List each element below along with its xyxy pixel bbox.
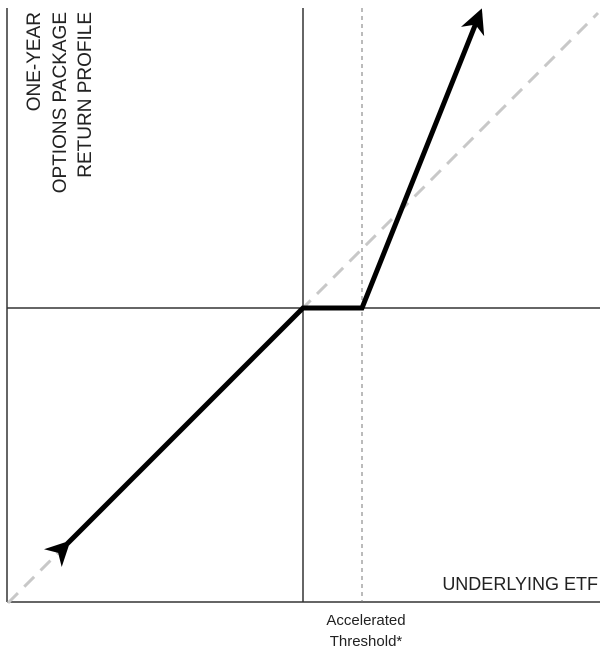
y-axis-label-line-3: RETURN PROFILE <box>75 12 96 178</box>
x-axis-label: UNDERLYING ETF <box>442 574 598 594</box>
y-axis-label-line-2: OPTIONS PACKAGE <box>50 12 71 193</box>
series-layer <box>6 8 600 605</box>
return-profile-line <box>44 8 485 567</box>
threshold-label-line-1: Accelerated <box>326 612 405 629</box>
threshold-label-line-2: Threshold* <box>330 633 403 650</box>
y-axis-label-line-1: ONE-YEAR <box>24 12 45 111</box>
